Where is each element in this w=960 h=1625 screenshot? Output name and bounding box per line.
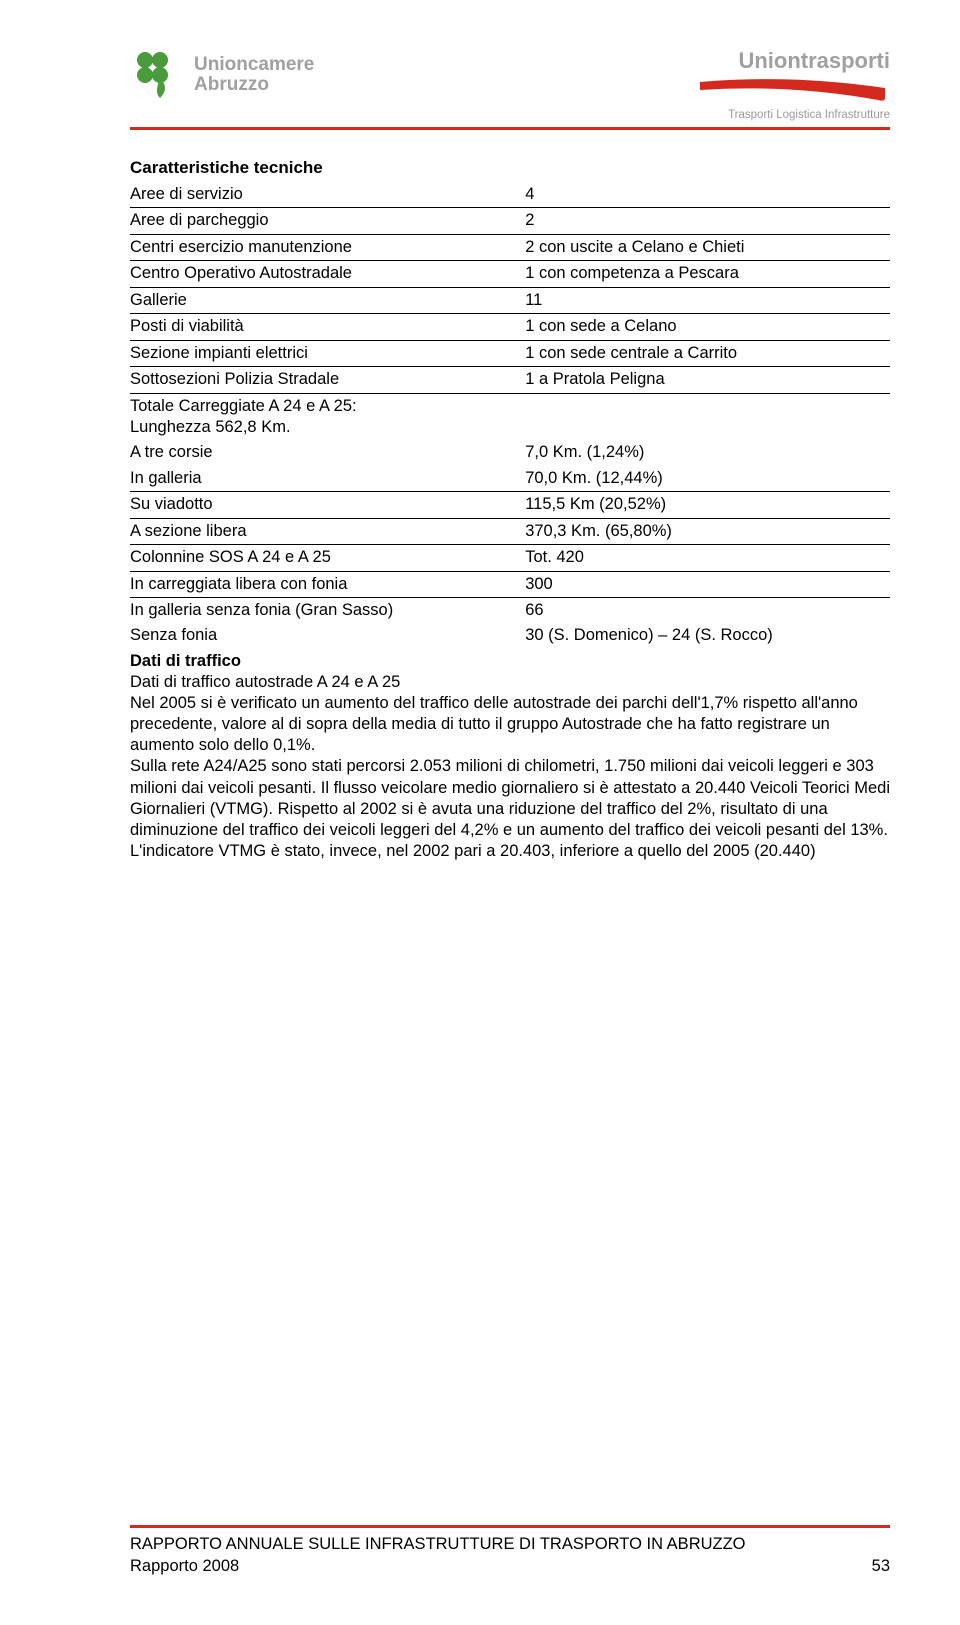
row-value: 4: [525, 182, 890, 208]
row-label: Su viadotto: [130, 492, 525, 518]
row-value: 66: [525, 598, 890, 624]
logo-right-title: Uniontrasporti: [690, 48, 890, 74]
table-row: Gallerie11: [130, 287, 890, 313]
header-rule: [130, 127, 890, 130]
row-label: In galleria: [130, 466, 525, 492]
footer-line1: RAPPORTO ANNUALE SULLE INFRASTRUTTURE DI…: [130, 1534, 746, 1555]
table-row: A sezione libera370,3 Km. (65,80%): [130, 518, 890, 544]
row-value: [525, 393, 890, 440]
row-label: Centri esercizio manutenzione: [130, 234, 525, 260]
logo-right-sub: Trasporti Logistica Infrastrutture: [690, 109, 890, 121]
row-label: Totale Carreggiate A 24 e A 25: Lunghezz…: [130, 393, 525, 440]
table-row: A tre corsie7,0 Km. (1,24%): [130, 440, 890, 465]
logo-left-text: Unioncamere Abruzzo: [194, 55, 314, 95]
row-value: 1 con sede centrale a Carrito: [525, 340, 890, 366]
clover-icon: [130, 48, 184, 102]
logo-text-2: Abruzzo: [194, 75, 314, 95]
table-row: Posti di viabilità1 con sede a Celano: [130, 314, 890, 340]
table-row: Sottosezioni Polizia Stradale1 a Pratola…: [130, 367, 890, 393]
row-value: 2: [525, 208, 890, 234]
row-label: Sottosezioni Polizia Stradale: [130, 367, 525, 393]
table-row: Su viadotto115,5 Km (20,52%): [130, 492, 890, 518]
row-value: Tot. 420: [525, 545, 890, 571]
page-footer: RAPPORTO ANNUALE SULLE INFRASTRUTTURE DI…: [130, 1525, 890, 1577]
row-value: 1 con competenza a Pescara: [525, 261, 890, 287]
row-label: In carreggiata libera con fonia: [130, 571, 525, 597]
row-label: Sezione impianti elettrici: [130, 340, 525, 366]
row-value: 300: [525, 571, 890, 597]
footer-rule: [130, 1525, 890, 1528]
row-label: A tre corsie: [130, 440, 525, 465]
table-row: Centro Operativo Autostradale1 con compe…: [130, 261, 890, 287]
table-row: Totale Carreggiate A 24 e A 25: Lunghezz…: [130, 393, 890, 440]
traffic-section: Dati di traffico Dati di traffico autost…: [130, 651, 890, 862]
table-row: Colonnine SOS A 24 e A 25Tot. 420: [130, 545, 890, 571]
row-label: Aree di servizio: [130, 182, 525, 208]
row-value: 2 con uscite a Celano e Chieti: [525, 234, 890, 260]
row-value: 11: [525, 287, 890, 313]
row-label: In galleria senza fonia (Gran Sasso): [130, 598, 525, 624]
table-row: Sezione impianti elettrici1 con sede cen…: [130, 340, 890, 366]
row-label: A sezione libera: [130, 518, 525, 544]
characteristics-table: Aree di servizio4Aree di parcheggio2Cent…: [130, 182, 890, 649]
row-value: 7,0 Km. (1,24%): [525, 440, 890, 465]
row-label: Aree di parcheggio: [130, 208, 525, 234]
traffic-title: Dati di traffico: [130, 651, 890, 672]
section-title: Caratteristiche tecniche: [130, 158, 890, 178]
row-value: 115,5 Km (20,52%): [525, 492, 890, 518]
logo-left: Unioncamere Abruzzo: [130, 48, 314, 102]
table-row: In carreggiata libera con fonia300: [130, 571, 890, 597]
table-row: In galleria70,0 Km. (12,44%): [130, 466, 890, 492]
row-value: 1 a Pratola Peligna: [525, 367, 890, 393]
row-value: 70,0 Km. (12,44%): [525, 466, 890, 492]
page-number: 53: [872, 1556, 890, 1577]
row-label: Centro Operativo Autostradale: [130, 261, 525, 287]
table-row: Aree di servizio4: [130, 182, 890, 208]
row-label: Senza fonia: [130, 623, 525, 648]
table-row: In galleria senza fonia (Gran Sasso)66: [130, 598, 890, 624]
logo-text-1: Unioncamere: [194, 55, 314, 75]
page-header: Unioncamere Abruzzo Uniontrasporti Trasp…: [130, 48, 890, 121]
row-value: 1 con sede a Celano: [525, 314, 890, 340]
logo-right: Uniontrasporti Trasporti Logistica Infra…: [690, 48, 890, 121]
swoosh-icon: [690, 78, 890, 107]
footer-line2: Rapporto 2008: [130, 1556, 746, 1577]
row-label: Posti di viabilità: [130, 314, 525, 340]
traffic-subtitle: Dati di traffico autostrade A 24 e A 25: [130, 672, 890, 693]
row-value: 30 (S. Domenico) – 24 (S. Rocco): [525, 623, 890, 648]
row-label: Gallerie: [130, 287, 525, 313]
row-label: Colonnine SOS A 24 e A 25: [130, 545, 525, 571]
table-row: Centri esercizio manutenzione2 con uscit…: [130, 234, 890, 260]
traffic-body: Nel 2005 si è verificato un aumento del …: [130, 693, 890, 862]
row-value: 370,3 Km. (65,80%): [525, 518, 890, 544]
table-row: Senza fonia30 (S. Domenico) – 24 (S. Roc…: [130, 623, 890, 648]
table-row: Aree di parcheggio2: [130, 208, 890, 234]
